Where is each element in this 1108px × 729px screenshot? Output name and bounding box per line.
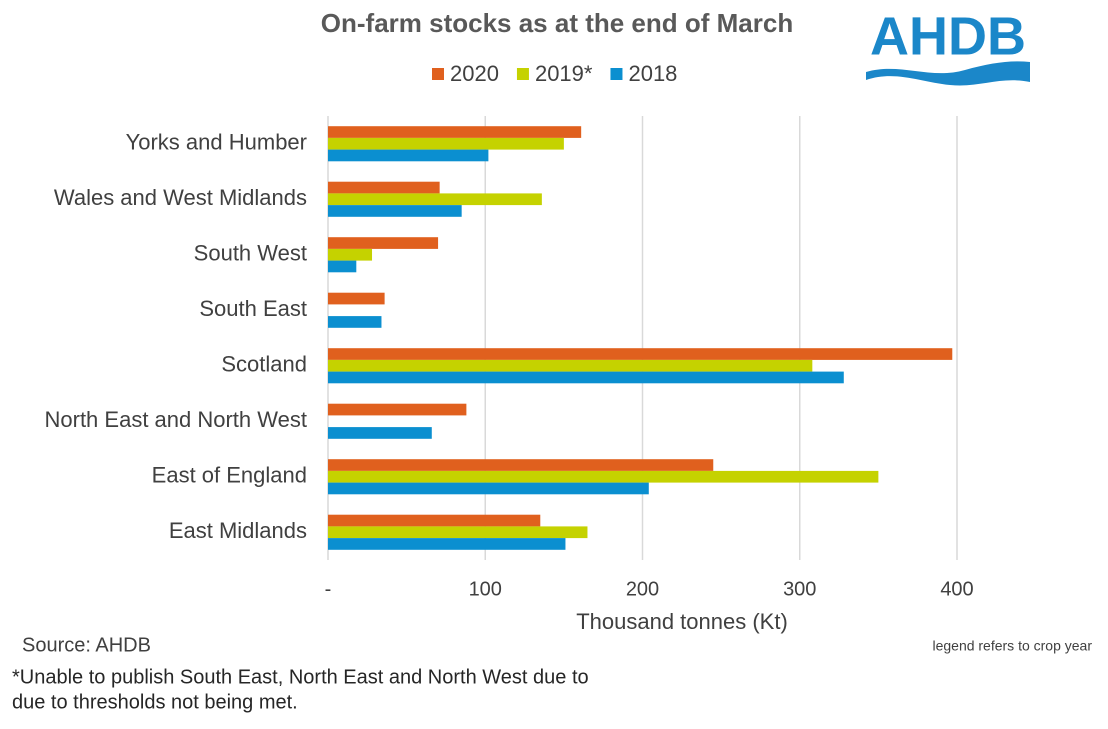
bar [328, 403, 467, 416]
bar [328, 359, 813, 372]
x-tick-label: 200 [626, 578, 659, 600]
bar [328, 237, 439, 249]
bar [328, 526, 588, 539]
chart-title: On-farm stocks as at the end of March [321, 8, 793, 38]
y-tick-label: East Midlands [169, 518, 307, 543]
x-axis-title: Thousand tonnes (Kt) [576, 609, 788, 634]
bar [328, 316, 382, 328]
bar [328, 149, 489, 162]
note: legend refers to crop year [932, 638, 1092, 654]
y-tick-label: South West [194, 241, 307, 266]
logo-wave [866, 61, 1030, 86]
x-tick-label: 100 [469, 578, 502, 600]
bar [328, 371, 844, 384]
bar [328, 459, 714, 471]
x-tick-label: 300 [783, 578, 816, 600]
legend-label: 2019* [535, 61, 593, 86]
bar [328, 538, 566, 550]
bar [328, 427, 432, 439]
legend-swatch [516, 68, 529, 80]
y-tick-label: Yorks and Humber [126, 130, 307, 155]
y-tick-label: South East [199, 296, 307, 321]
bar [328, 126, 582, 138]
x-tick-label: - [325, 578, 332, 600]
x-tick-label: 400 [940, 578, 973, 600]
bar [328, 482, 649, 495]
source: Source: AHDB [22, 634, 151, 656]
legend-label: 2020 [450, 61, 499, 86]
bar [328, 193, 542, 206]
bar [328, 470, 879, 483]
bar [328, 292, 385, 305]
bar [328, 248, 373, 261]
legend-swatch [610, 68, 623, 80]
y-tick-label: East of England [152, 463, 307, 488]
legend-label: 2018 [628, 61, 677, 86]
bar [328, 514, 541, 527]
bar [328, 137, 564, 150]
y-tick-label: Scotland [221, 352, 307, 377]
bar [328, 205, 462, 217]
footnote: *Unable to publish South East, North Eas… [12, 666, 589, 688]
y-tick-label: North East and North West [45, 407, 308, 432]
legend-swatch [432, 68, 444, 80]
bar [328, 348, 953, 360]
logo: AHDB [870, 6, 1026, 66]
y-tick-label: Wales and West Midlands [54, 185, 307, 210]
bar [328, 260, 357, 273]
footnote: due to thresholds not being met. [12, 691, 298, 713]
bar [328, 181, 440, 194]
